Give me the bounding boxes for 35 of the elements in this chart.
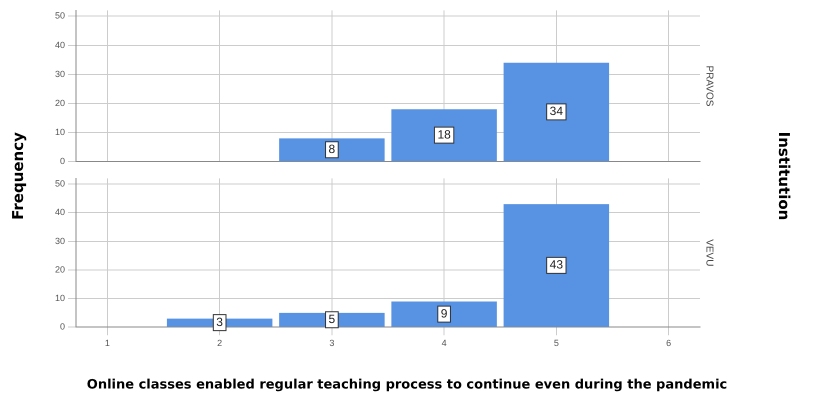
y-tick-label: 10 bbox=[54, 293, 65, 304]
x-tick-label: 5 bbox=[554, 338, 559, 348]
bar bbox=[504, 62, 610, 162]
y-tick-label: 20 bbox=[54, 98, 65, 108]
x-tick-label: 3 bbox=[329, 338, 334, 348]
y-tick-label: 40 bbox=[54, 207, 65, 218]
text: VEVU bbox=[703, 239, 714, 266]
y2-axis-title: Institution bbox=[775, 132, 793, 220]
data-label: 18 bbox=[437, 127, 452, 142]
y-tick-label: 50 bbox=[54, 10, 65, 21]
data-label: 3 bbox=[216, 314, 224, 329]
y-tick-label: 30 bbox=[54, 236, 65, 246]
y-tick-label: 0 bbox=[60, 322, 65, 332]
data-label: 43 bbox=[550, 258, 564, 272]
data-label: 5 bbox=[328, 312, 336, 326]
y-axis-title: Frequency bbox=[9, 132, 27, 220]
data-label: 9 bbox=[440, 306, 448, 320]
y-tick-label: 50 bbox=[54, 178, 65, 189]
bar bbox=[504, 204, 610, 327]
bar bbox=[279, 138, 385, 162]
y-tick-label: 0 bbox=[60, 156, 65, 166]
y-tick-label: 40 bbox=[54, 40, 65, 50]
x-axis-title: Online classes enabled regular teaching process to continue even during the pandemic bbox=[86, 378, 728, 392]
y-tick-label: 30 bbox=[54, 68, 65, 79]
y-tick-label: 10 bbox=[54, 127, 65, 138]
y-tick-label: 20 bbox=[54, 264, 65, 274]
data-label: 8 bbox=[328, 142, 336, 156]
x-tick-label: 4 bbox=[442, 338, 447, 348]
bar bbox=[391, 109, 497, 162]
x-tick-label: 1 bbox=[104, 338, 110, 348]
x-tick-label: 2 bbox=[217, 338, 222, 348]
data-label: 34 bbox=[550, 104, 564, 118]
text: PRAVOS bbox=[703, 66, 714, 107]
x-tick-label: 6 bbox=[666, 338, 672, 348]
bar bbox=[391, 301, 497, 327]
